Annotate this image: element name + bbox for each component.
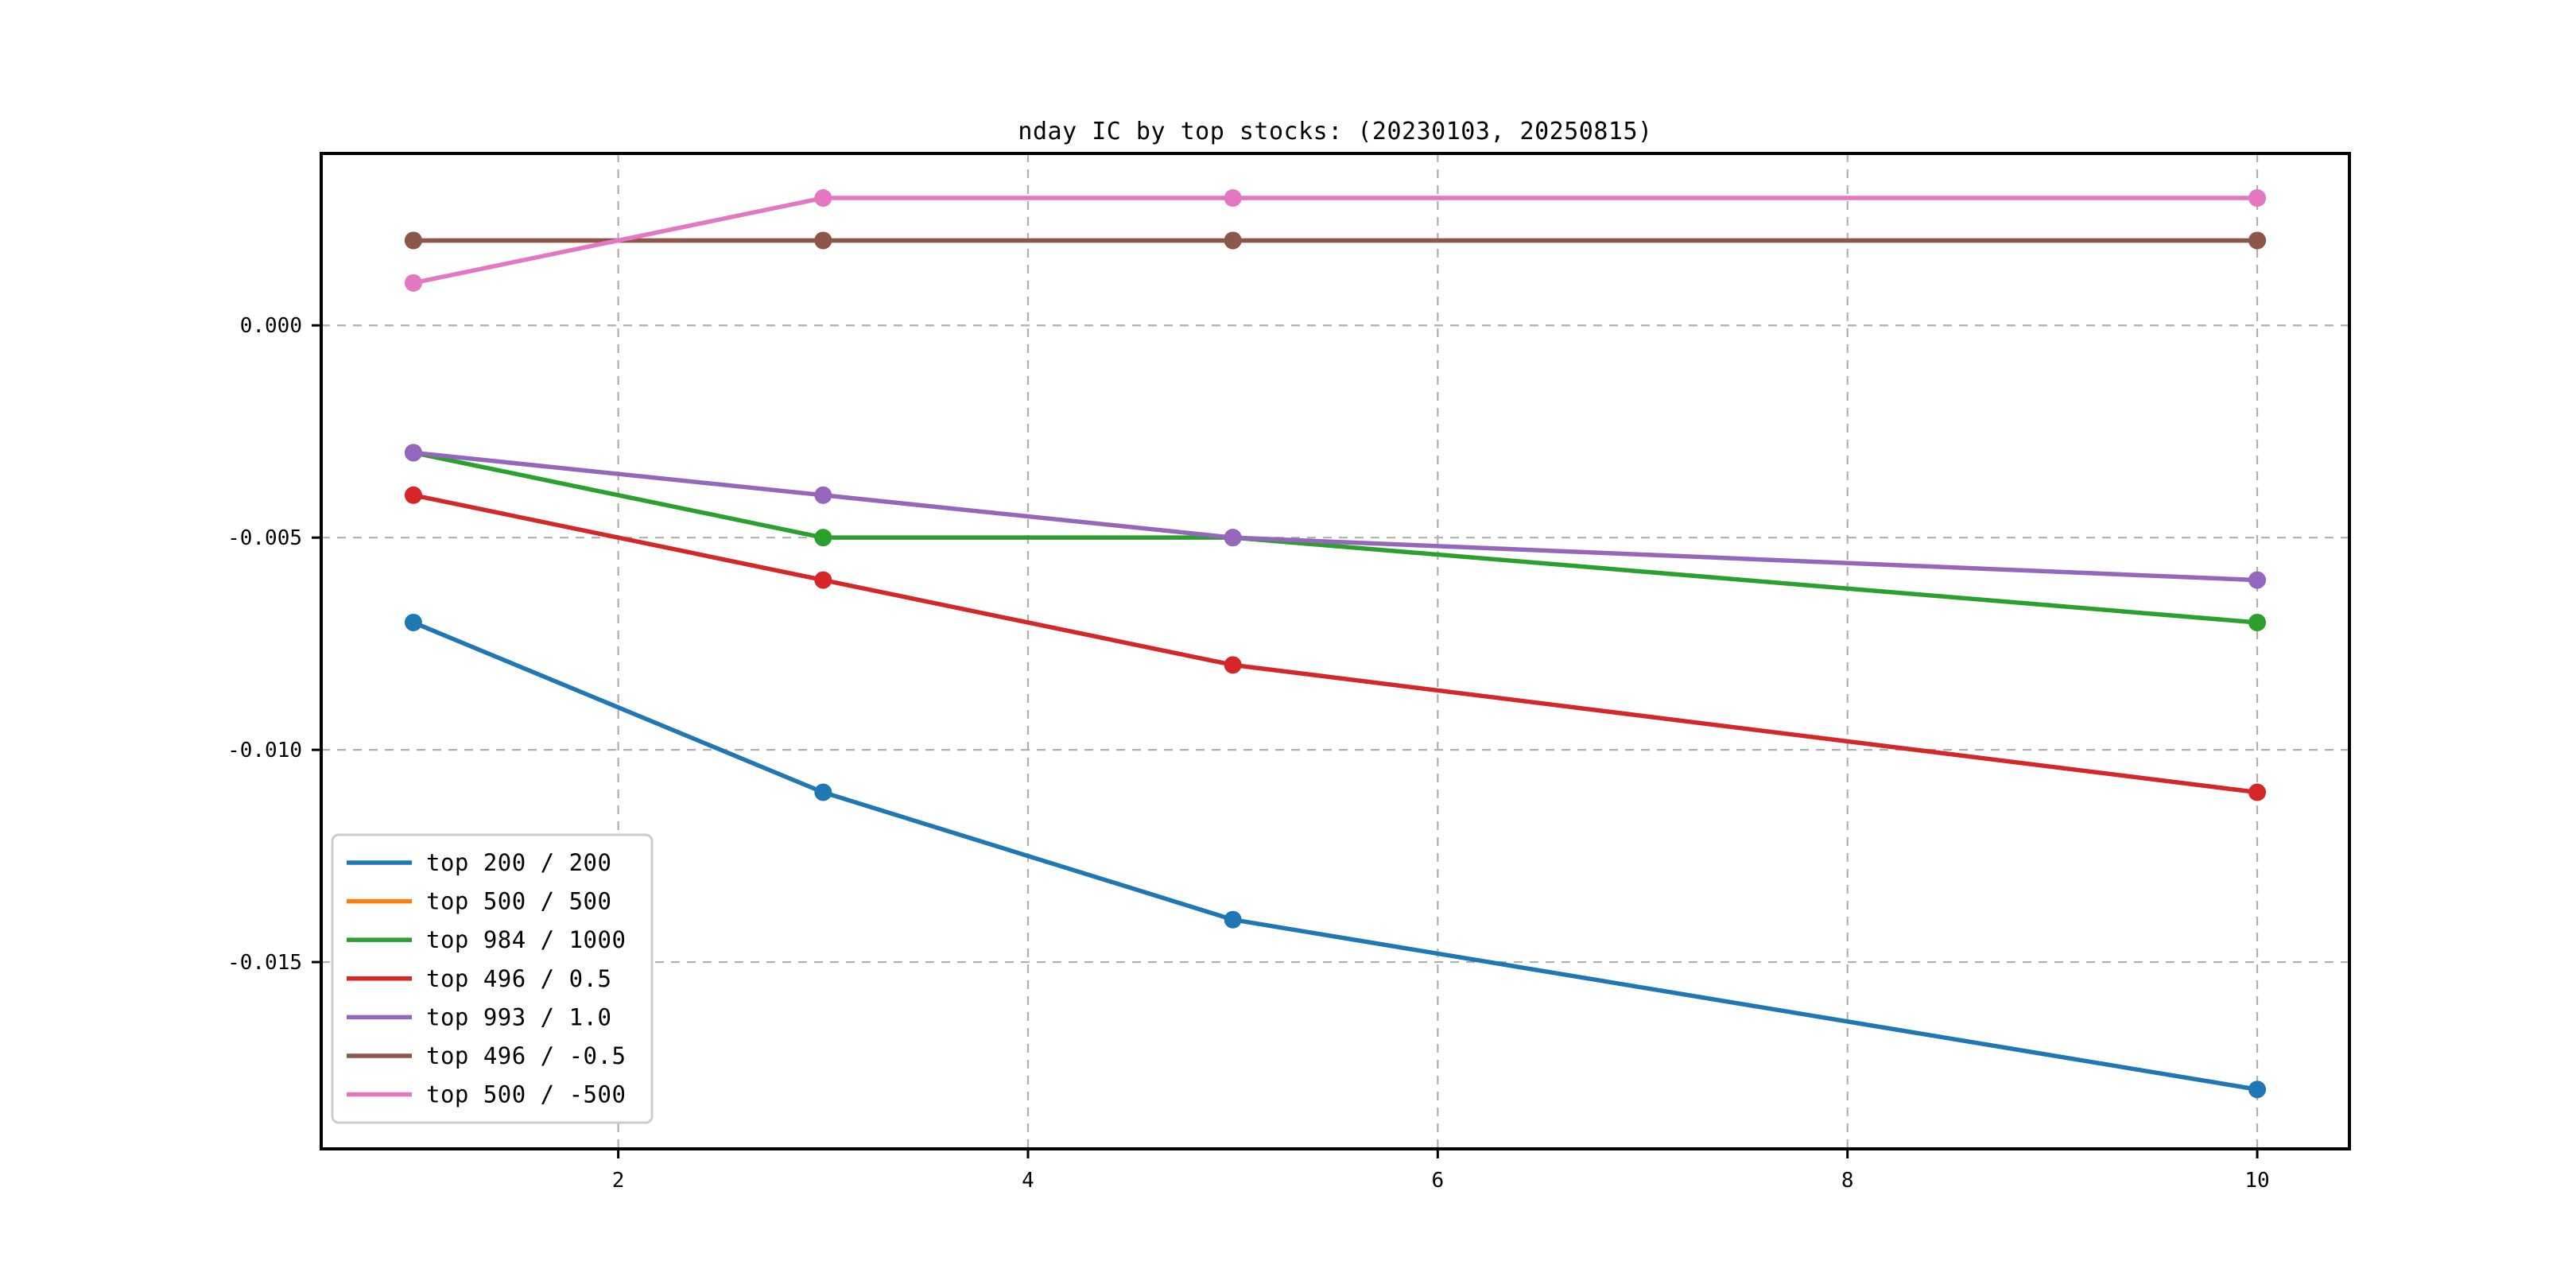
legend-label: top 496 / 0.5 <box>426 965 611 992</box>
data-point-marker <box>2248 613 2267 631</box>
data-point-marker <box>404 274 422 292</box>
series-line <box>411 196 2260 285</box>
plot-frame <box>320 152 2351 1150</box>
legend-label: top 500 / 500 <box>426 888 611 915</box>
xtick-label: 4 <box>1022 1169 1034 1193</box>
data-point-marker <box>2248 189 2267 208</box>
data-point-marker <box>2248 231 2267 250</box>
data-point-marker <box>814 486 832 504</box>
ytick-label: -0.015 <box>227 951 302 975</box>
page-title: nday IC by top stocks: (20230103, 202508… <box>1018 118 1653 145</box>
data-point-marker <box>1224 656 1242 674</box>
legend-item-6[interactable]: top 500 / -500 <box>347 1081 626 1108</box>
data-point-marker <box>814 189 832 208</box>
series-6 <box>404 189 2267 292</box>
data-point-marker <box>2248 571 2267 589</box>
data-point-marker <box>2248 783 2267 801</box>
series-line <box>411 450 2260 583</box>
data-point-marker <box>1224 189 1242 208</box>
xtick-label: 6 <box>1432 1169 1445 1193</box>
series-0 <box>404 613 2267 1099</box>
legend-item-5[interactable]: top 496 / -0.5 <box>347 1042 626 1069</box>
xtick-label: 10 <box>2244 1169 2269 1193</box>
data-point-marker <box>404 613 422 631</box>
ytick-label: -0.010 <box>227 739 302 762</box>
chart-legend[interactable]: top 200 / 200 top 500 / 500 top 984 / 1000… <box>331 833 654 1124</box>
data-point-marker <box>1224 529 1242 547</box>
data-point-marker <box>1224 231 1242 250</box>
legend-item-0[interactable]: top 200 / 200 <box>347 849 611 876</box>
legend-item-2[interactable]: top 984 / 1000 <box>347 926 626 953</box>
legend-label: top 500 / -500 <box>426 1081 626 1108</box>
legend-item-3[interactable]: top 496 / 0.5 <box>347 965 611 992</box>
series-line <box>411 620 2260 1092</box>
data-point-marker <box>404 231 422 250</box>
legend-item-4[interactable]: top 993 / 1.0 <box>347 1003 611 1030</box>
data-point-marker <box>1224 910 1242 929</box>
legend-item-1[interactable]: top 500 / 500 <box>347 888 611 915</box>
ytick-label: 0.000 <box>240 314 302 338</box>
xtick-label: 8 <box>1841 1169 1854 1193</box>
series-2 <box>404 444 2267 631</box>
legend-label: top 984 / 1000 <box>426 926 626 953</box>
axes-frame <box>320 152 2351 1150</box>
series-4 <box>404 444 2267 589</box>
data-point-marker <box>814 571 832 589</box>
series-5 <box>404 231 2267 250</box>
series-line <box>411 450 2260 625</box>
data-point-marker <box>2248 1080 2267 1099</box>
legend-label: top 993 / 1.0 <box>426 1003 611 1030</box>
legend-label: top 200 / 200 <box>426 849 611 876</box>
series-3 <box>404 486 2267 801</box>
data-point-marker <box>404 486 422 504</box>
legend-box <box>331 833 654 1124</box>
data-point-marker <box>404 444 422 462</box>
ytick-label: -0.005 <box>227 526 302 550</box>
xtick-label: 2 <box>612 1169 625 1193</box>
data-point-marker <box>814 783 832 801</box>
data-point-marker <box>814 231 832 250</box>
series-line <box>411 493 2260 795</box>
data-series-group <box>404 189 2267 1099</box>
axis-ticks-group: 0.000 -0.005 -0.010 -0.015 2 4 6 8 10 <box>227 314 2270 1193</box>
legend-label: top 496 / -0.5 <box>426 1042 626 1069</box>
data-point-marker <box>814 529 832 547</box>
